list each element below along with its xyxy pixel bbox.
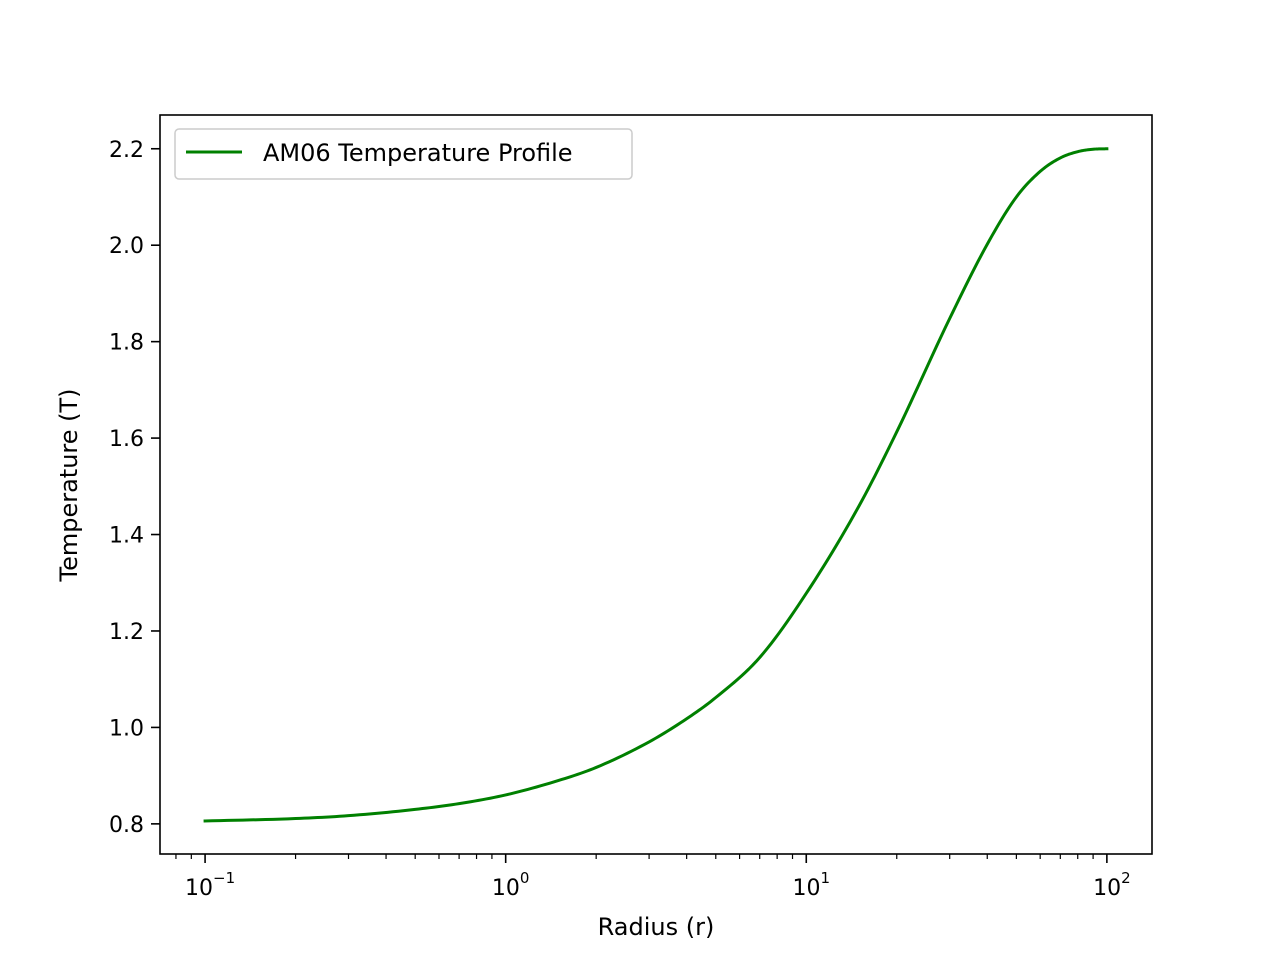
y-tick-label: 1.4: [109, 524, 144, 549]
y-tick-label: 1.0: [109, 716, 144, 741]
y-tick-label: 1.2: [109, 620, 144, 645]
x-tick-label: 101: [792, 869, 830, 901]
series-line: [203, 147, 1109, 823]
axes-frame: [159, 114, 1153, 855]
y-tick-label: 1.6: [109, 427, 144, 452]
x-axis-label: Radius (r): [598, 913, 715, 941]
x-tick-label: 100: [492, 869, 530, 901]
x-tick-label: 10−1: [185, 869, 235, 901]
y-tick-label: 0.8: [109, 813, 144, 838]
legend-entry: AM06 Temperature Profile: [263, 139, 573, 167]
legend-box: [174, 128, 633, 180]
y-tick-label: 1.8: [109, 331, 144, 356]
ticks: 10−1 100 101 102 0.8 1.0 1.2 1.4 1.6 1.8 2.0 2.2: [109, 138, 1131, 901]
legend: AM06 Temperature Profile: [174, 128, 633, 180]
y-tick-label: 2.0: [109, 234, 144, 259]
x-tick-label: 102: [1093, 869, 1131, 901]
plot-area: [203, 147, 1109, 823]
y-axis-label: Temperature (T): [55, 388, 83, 582]
y-tick-label: 2.2: [109, 138, 144, 163]
